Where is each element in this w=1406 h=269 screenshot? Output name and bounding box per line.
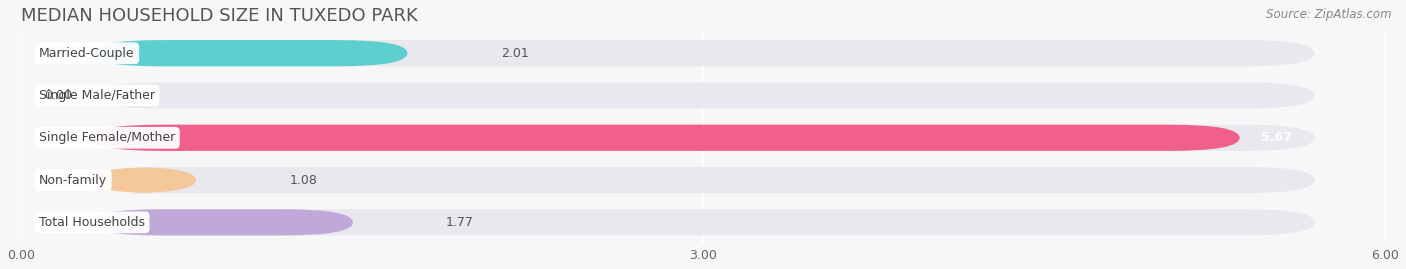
Text: 2.01: 2.01: [501, 47, 529, 60]
Text: Source: ZipAtlas.com: Source: ZipAtlas.com: [1267, 8, 1392, 21]
Text: Non-family: Non-family: [39, 174, 107, 187]
Text: MEDIAN HOUSEHOLD SIZE IN TUXEDO PARK: MEDIAN HOUSEHOLD SIZE IN TUXEDO PARK: [21, 7, 418, 25]
Text: Single Female/Mother: Single Female/Mother: [39, 131, 176, 144]
Text: Single Male/Father: Single Male/Father: [39, 89, 155, 102]
FancyBboxPatch shape: [91, 167, 1315, 193]
Text: Married-Couple: Married-Couple: [39, 47, 135, 60]
FancyBboxPatch shape: [91, 209, 353, 235]
Text: 5.67: 5.67: [1261, 131, 1292, 144]
Text: 1.77: 1.77: [446, 216, 474, 229]
FancyBboxPatch shape: [91, 40, 408, 66]
FancyBboxPatch shape: [91, 82, 1315, 109]
FancyBboxPatch shape: [91, 40, 1315, 66]
Text: 1.08: 1.08: [290, 174, 318, 187]
Text: Total Households: Total Households: [39, 216, 145, 229]
FancyBboxPatch shape: [91, 167, 195, 193]
FancyBboxPatch shape: [91, 125, 1315, 151]
FancyBboxPatch shape: [91, 209, 1315, 235]
Text: 0.00: 0.00: [44, 89, 72, 102]
FancyBboxPatch shape: [91, 125, 1240, 151]
